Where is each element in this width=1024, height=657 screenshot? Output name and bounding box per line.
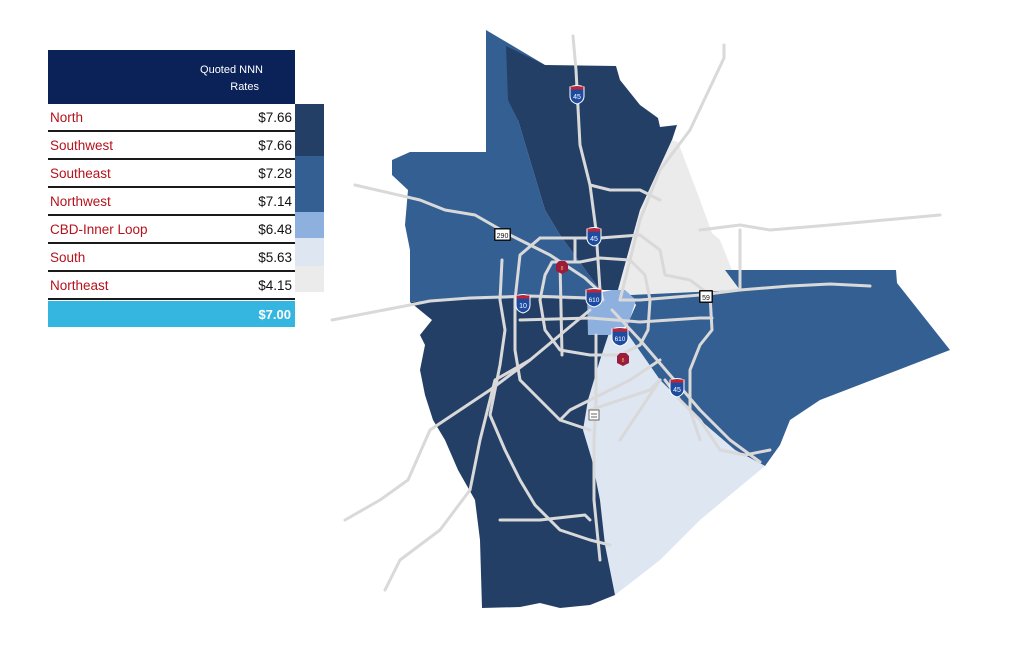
swatch-mid [295,212,324,238]
rates-legend: Quoted NNN Rates North $7.66 Southwest $… [48,50,295,327]
region-name: Southwest [50,137,114,153]
legend-header: Quoted NNN Rates [48,50,295,104]
region-north [506,46,677,290]
region-rate: $7.66 [258,137,292,153]
region-southwest [410,298,615,608]
legend-row-south: South $5.63 [48,244,295,272]
legend-header-line1: Quoted NNN [200,64,263,76]
svg-text:610: 610 [589,297,600,304]
toll-road-shield: 8 [617,353,629,366]
swatch-high [295,156,324,212]
region-rate: $6.48 [258,221,292,237]
legend-header-line2: Rates [230,81,259,93]
us-290-shield: 290 [494,228,511,241]
swatch-low [295,238,324,266]
region-name: South [50,249,86,265]
interstate-10-shield: 10 [515,294,531,314]
region-name: Northwest [50,193,111,209]
legend-row-northeast: Northeast $4.15 [48,272,295,300]
highway-network [330,34,942,592]
svg-text:10: 10 [519,303,527,310]
interstate-45-shield: 45 [669,378,685,398]
interstate-610-shield: 610 [611,327,629,347]
swatch-lowest [295,266,324,292]
region-northeast [618,140,740,295]
legend-row-northwest: Northwest $7.14 [48,188,295,216]
svg-text:45: 45 [673,387,681,394]
region-northwest [392,30,600,302]
legend-row-north: North $7.66 [48,104,295,132]
legend-total: $7.00 [48,301,295,327]
color-scale [295,104,324,292]
interstate-45-shield: 45 [586,227,602,247]
svg-text:610: 610 [615,336,626,343]
legend-row-cbd-inner-loop: CBD-Inner Loop $6.48 [48,216,295,244]
svg-text:8: 8 [622,358,625,364]
legend-row-southwest: Southwest $7.66 [48,132,295,160]
us-59-shield: 59 [699,290,713,303]
legend-row-southeast: Southeast $7.28 [48,160,295,188]
region-rate: $4.15 [258,277,292,293]
toll-road-shield: 8 [556,261,568,274]
region-name: North [50,109,84,125]
interstate-45-shield: 45 [569,85,585,105]
swatch-highest [295,104,324,156]
region-name: Northeast [50,277,109,293]
region-name: CBD-Inner Loop [50,221,148,237]
svg-text:8: 8 [561,266,564,272]
state-288-shield [588,409,600,421]
svg-text:290: 290 [497,233,509,240]
svg-text:45: 45 [573,94,581,101]
region-name: Southeast [50,165,111,181]
region-rate: $7.66 [258,109,292,125]
svg-text:45: 45 [590,236,598,243]
interstate-610-shield: 610 [585,288,603,308]
region-rate: $7.28 [258,165,292,181]
region-rate: $7.14 [258,193,292,209]
region-rate: $5.63 [258,249,292,265]
svg-text:59: 59 [702,295,710,302]
